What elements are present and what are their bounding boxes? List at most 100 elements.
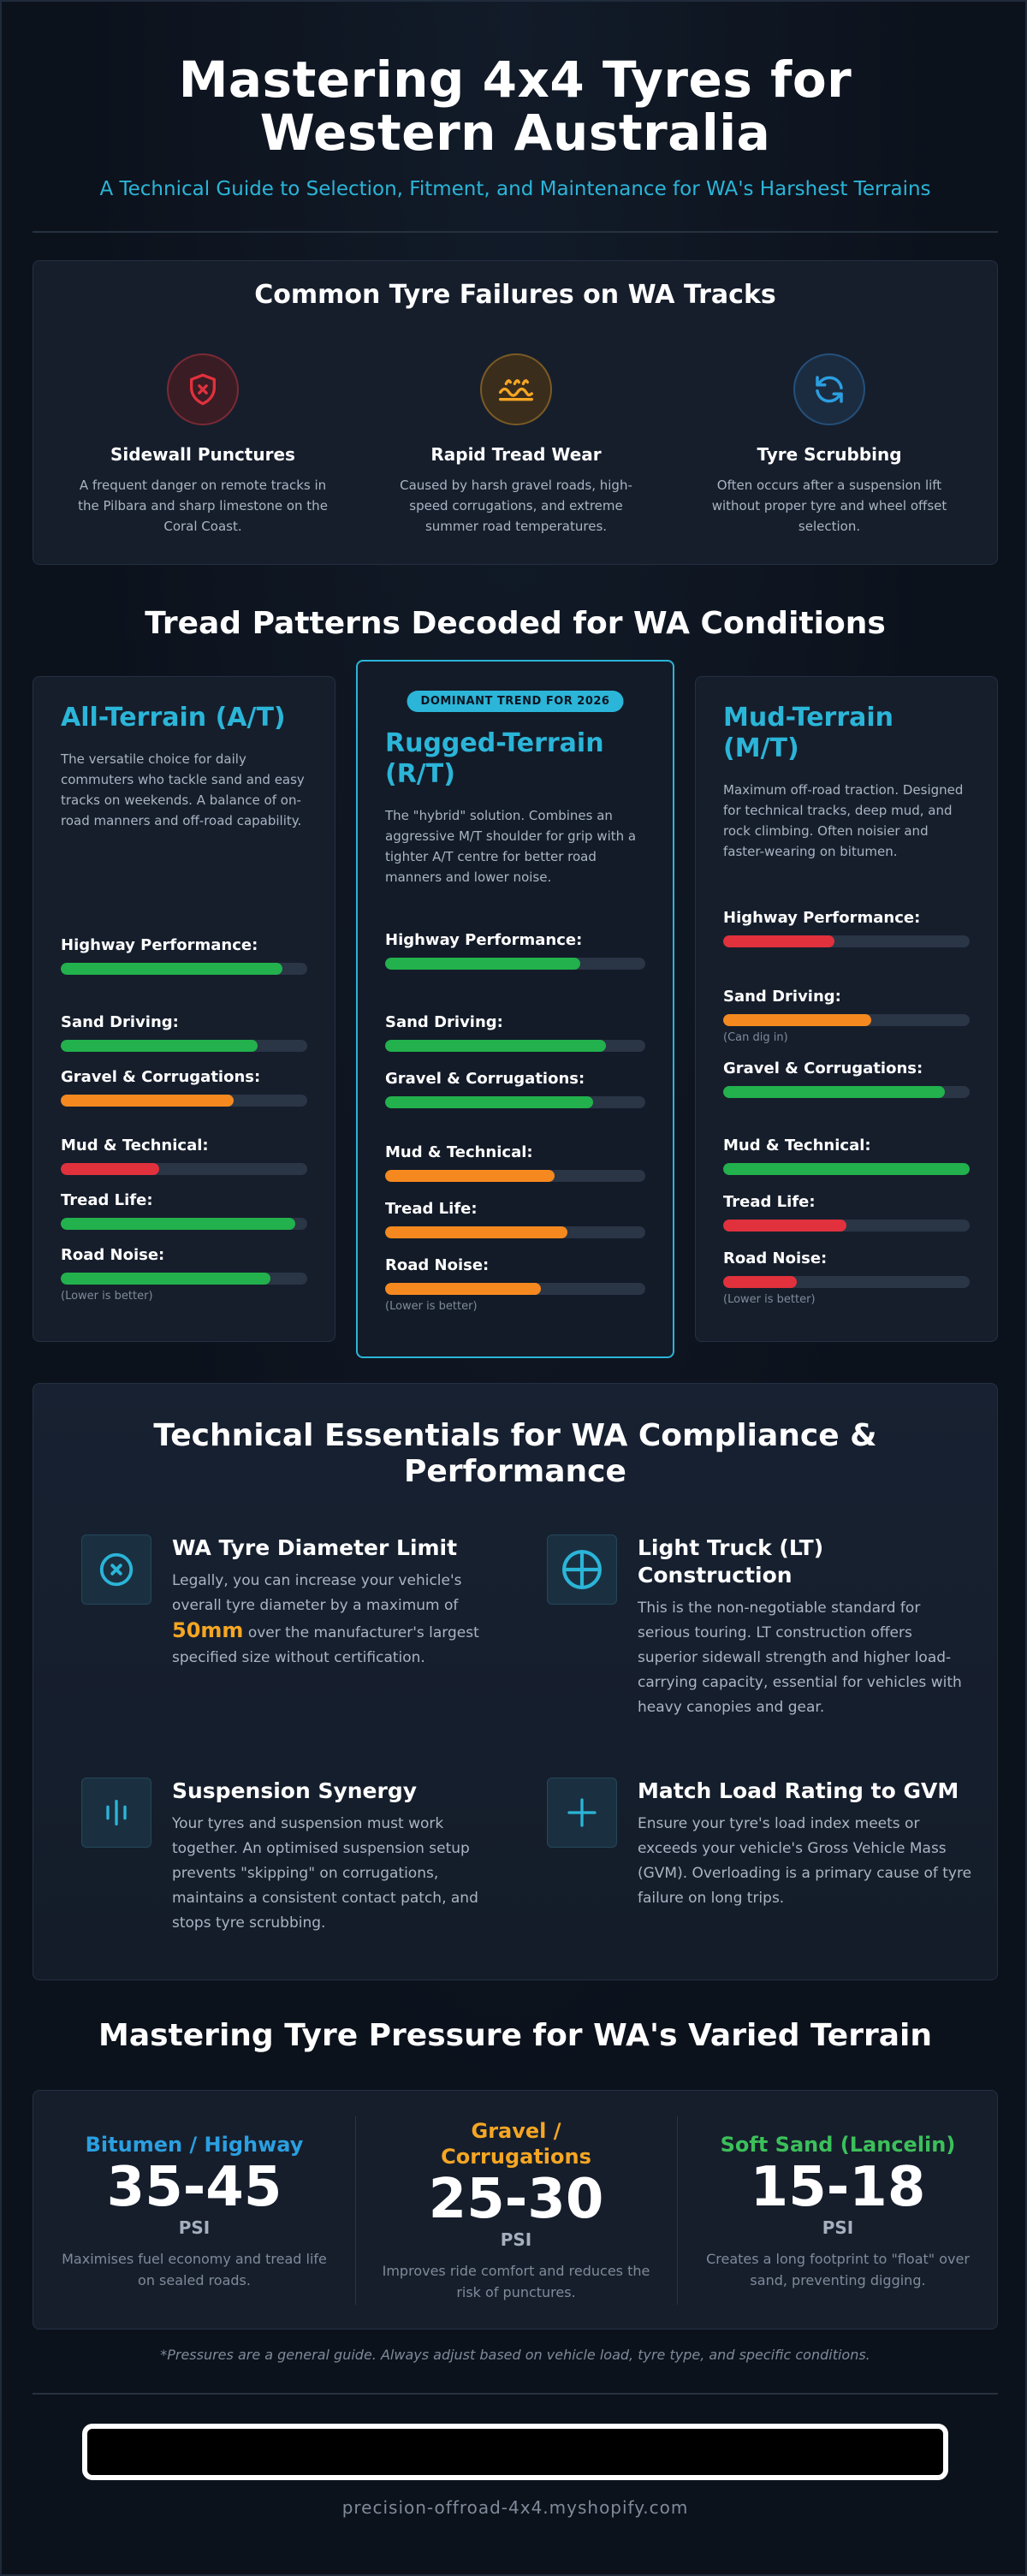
tread-card-all-terrain: All-Terrain (A/T) The versatile choice f…	[33, 676, 335, 1342]
failure-item: Sidewall Punctures A frequent danger on …	[62, 353, 344, 537]
pressure-section-title: Mastering Tyre Pressure for WA's Varied …	[98, 2018, 932, 2053]
metric-bar-fill	[385, 1170, 555, 1182]
tech-item: WA Tyre Diameter Limit Legally, you can …	[81, 1534, 509, 1723]
metric-label: Sand Driving:	[385, 1013, 503, 1031]
metric-bar-track	[385, 1170, 645, 1182]
metric-sand-driving: Sand Driving:	[61, 1011, 307, 1052]
metric-gravel-corrugations: Gravel & Corrugations:	[61, 1065, 307, 1107]
tech-item-text: Your tyres and suspension must work toge…	[172, 1815, 478, 1932]
metric-tread-life: Tread Life:	[61, 1189, 307, 1230]
tech-text-after: over the manufacturer's largest specifie…	[172, 1624, 479, 1666]
metric-note: (Lower is better)	[385, 1300, 478, 1313]
metric-sand-driving: Sand Driving:	[385, 1011, 645, 1052]
metric-bar-track	[61, 1218, 307, 1230]
metric-note: (Lower is better)	[723, 1293, 816, 1306]
metric-label: Highway Performance:	[385, 931, 583, 949]
metric-label: Tread Life:	[385, 1200, 478, 1218]
metric-bar-fill	[61, 1095, 234, 1107]
pressure-separator	[677, 2116, 678, 2305]
metric-bar-track	[723, 1220, 970, 1232]
metric-label: Road Noise:	[61, 1246, 165, 1264]
pressure-terrain: Gravel / Corrugations	[441, 2119, 591, 2169]
metric-bar-track	[385, 1096, 645, 1108]
metric-bar-fill	[61, 1218, 295, 1230]
pressure-value: 35-45	[106, 2156, 282, 2219]
site-url[interactable]: precision-offroad-4x4.myshopify.com	[341, 2497, 689, 2518]
tread-card-title: Rugged-Terrain (R/T)	[385, 728, 604, 789]
metric-bar-fill	[385, 1283, 542, 1295]
suspension-bars-icon	[81, 1778, 151, 1848]
title-line-1: Mastering 4x4 Tyres for	[178, 50, 852, 109]
tech-title: Technical Essentials for WA Compliance &…	[153, 1418, 877, 1489]
metric-mud-technical: Mud & Technical:	[385, 1141, 645, 1182]
metric-highway-performance: Highway Performance:	[61, 934, 307, 975]
metric-label: Gravel & Corrugations:	[723, 1059, 923, 1077]
metric-bar-track	[385, 958, 645, 970]
metric-bar-track	[61, 1163, 307, 1175]
failures-card: Common Tyre Failures on WA Tracks Sidewa…	[33, 260, 998, 565]
failure-title: Sidewall Punctures	[110, 444, 295, 465]
tech-item: Light Truck (LT) Construction This is th…	[547, 1534, 975, 1723]
pressure-value: 25-30	[428, 2168, 604, 2231]
page-subtitle: A Technical Guide to Selection, Fitment,…	[99, 178, 931, 200]
metric-bar-track	[61, 1040, 307, 1052]
metric-gravel-corrugations: Gravel & Corrugations:	[723, 1057, 970, 1098]
metric-label: Road Noise:	[723, 1249, 828, 1267]
tech-item-title: Light Truck (LT) Construction	[638, 1535, 824, 1588]
pressure-unit: PSI	[500, 2229, 532, 2250]
tread-card-title: Mud-Terrain (M/T)	[723, 703, 894, 763]
divider	[33, 231, 998, 233]
tread-card-rugged-terrain: DOMINANT TREND FOR 2026 Rugged-Terrain (…	[356, 660, 674, 1358]
tread-card-desc: The versatile choice for daily commuters…	[61, 751, 305, 828]
pressure-unit: PSI	[178, 2217, 211, 2238]
metric-bar-track	[723, 1086, 970, 1098]
tread-section-title: Tread Patterns Decoded for WA Conditions	[145, 606, 886, 641]
metric-label: Tread Life:	[723, 1193, 816, 1211]
cta-button[interactable]	[82, 2424, 948, 2480]
tech-item-text: Legally, you can increase your vehicle's…	[172, 1569, 509, 1671]
pressure-separator	[355, 2116, 356, 2305]
metric-highway-performance: Highway Performance:	[723, 906, 970, 947]
pressure-footnote: *Pressures are a general guide. Always a…	[160, 2347, 870, 2363]
metric-note: (Can dig in)	[723, 1031, 788, 1044]
metric-bar-track	[723, 1276, 970, 1288]
metric-tread-life: Tread Life:	[385, 1197, 645, 1238]
tread-card-desc: Maximum off-road traction. Designed for …	[723, 782, 964, 859]
metric-label: Tread Life:	[61, 1191, 153, 1209]
metric-gravel-corrugations: Gravel & Corrugations:	[385, 1067, 645, 1108]
trend-badge: DOMINANT TREND FOR 2026	[407, 691, 624, 712]
tech-item: Suspension Synergy Your tyres and suspen…	[81, 1778, 509, 1949]
metric-road-noise: Road Noise: (Lower is better)	[61, 1243, 307, 1303]
metric-label: Gravel & Corrugations:	[385, 1070, 585, 1088]
hero-header: Mastering 4x4 Tyres for Western Australi…	[2, 53, 1027, 200]
failure-desc: Caused by harsh gravel roads, high-speed…	[400, 478, 632, 534]
metric-label: Highway Performance:	[723, 909, 921, 927]
pressure-unit: PSI	[822, 2217, 854, 2238]
metric-sand-driving: Sand Driving: (Can dig in)	[723, 985, 970, 1044]
metric-label: Mud & Technical:	[385, 1143, 533, 1161]
pressure-item: Gravel / Corrugations 25-30 PSI Improves…	[355, 2091, 677, 2330]
metric-bar-track	[61, 1095, 307, 1107]
metric-bar-fill	[385, 1226, 567, 1238]
metric-bar-fill	[61, 1273, 270, 1285]
failure-title: Tyre Scrubbing	[757, 444, 902, 465]
tech-essentials-card: Technical Essentials for WA Compliance &…	[33, 1383, 998, 1980]
tech-text-before: Legally, you can increase your vehicle's…	[172, 1572, 462, 1614]
metric-label: Road Noise:	[385, 1256, 490, 1274]
pressure-desc: Improves ride comfort and reduces the ri…	[382, 2263, 650, 2300]
circle-plus-icon	[547, 1534, 617, 1605]
metric-label: Highway Performance:	[61, 936, 258, 954]
metric-bar-fill	[723, 935, 834, 947]
metric-bar-track	[723, 1163, 970, 1175]
metric-road-noise: Road Noise: (Lower is better)	[723, 1247, 970, 1306]
metric-bar-fill	[385, 1040, 607, 1052]
tech-item-title: Suspension Synergy	[172, 1778, 418, 1803]
metric-highway-performance: Highway Performance:	[385, 929, 645, 970]
circle-x-icon	[81, 1534, 151, 1605]
metric-mud-technical: Mud & Technical:	[61, 1134, 307, 1175]
metric-bar-track	[723, 1014, 970, 1026]
metric-note: (Lower is better)	[61, 1290, 153, 1303]
tread-card-desc: The "hybrid" solution. Combines an aggre…	[385, 808, 637, 885]
failure-item: Tyre Scrubbing Often occurs after a susp…	[688, 353, 971, 537]
